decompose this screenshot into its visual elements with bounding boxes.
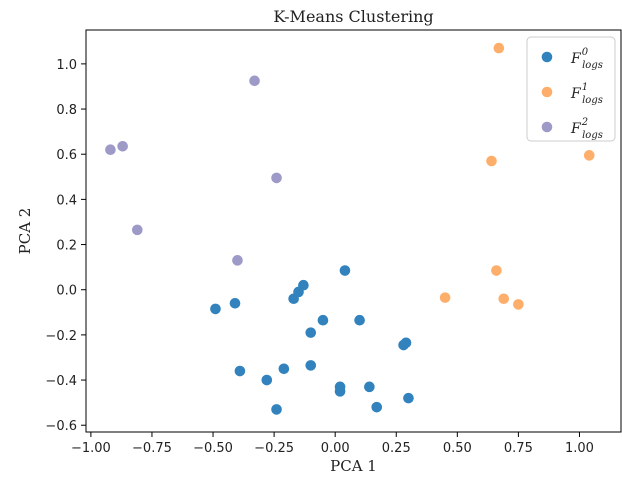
y-tick-label: 0.4: [56, 193, 77, 208]
cluster-0-point: [339, 265, 351, 276]
x-tick-label: 0.00: [321, 441, 350, 456]
legend: F0 logs F1 logs F2 logs: [526, 36, 616, 142]
legend-frame: [526, 36, 616, 142]
x-tick-label: 1.00: [565, 441, 594, 456]
cluster-0-point: [210, 303, 221, 315]
cluster-1-point: [491, 265, 502, 276]
x-axis-title: PCA 1: [330, 457, 377, 475]
x-tick-label: 0.75: [504, 441, 533, 456]
y-tick-label: 0.8: [56, 103, 77, 118]
legend-label: F1 logs: [570, 82, 603, 106]
cluster-0-point: [278, 363, 290, 375]
cluster-0-point: [354, 314, 365, 326]
cluster-1-point: [583, 150, 595, 161]
cluster-2-point: [105, 144, 116, 155]
legend-marker: [541, 86, 553, 98]
cluster-0-point: [261, 374, 273, 386]
cluster-2-point: [271, 172, 282, 184]
points-layer: [105, 42, 595, 415]
legend-label: F2 logs: [570, 117, 603, 141]
x-tick-label: −0.75: [132, 441, 172, 456]
y-tick-label: 0.6: [56, 148, 77, 163]
plot-frame: [85, 29, 622, 433]
cluster-1-point: [493, 42, 505, 54]
cluster-0-point: [334, 381, 346, 393]
x-axis: −1.00 −0.75 −0.50 −0.25 0.00 0.25 0.50 0.75 1.00: [71, 432, 594, 456]
x-tick-label: −0.50: [193, 441, 233, 456]
cluster-0-point: [305, 360, 317, 371]
y-tick-label: 1.0: [56, 58, 77, 73]
cluster-0-point: [403, 392, 414, 404]
y-tick-label: −0.6: [45, 419, 77, 434]
y-tick-label: −0.2: [45, 329, 77, 344]
cluster-0-point: [400, 337, 412, 349]
y-axis-title: PCA 2: [16, 208, 34, 255]
legend-marker: [541, 121, 553, 133]
cluster-2-point: [249, 75, 260, 87]
cluster-0-point: [271, 404, 282, 415]
cluster-0-point: [305, 327, 317, 338]
cluster-1-point: [486, 155, 497, 167]
cluster-1-point: [439, 292, 451, 303]
cluster-2-point: [232, 255, 243, 266]
y-axis: −0.6 −0.4 −0.2 0.0 0.2 0.4 0.6 0.8 1.0: [45, 58, 86, 434]
cluster-0-point: [298, 279, 309, 291]
cluster-1-point: [513, 299, 524, 310]
cluster-0-point: [317, 314, 329, 326]
x-tick-label: 0.25: [382, 441, 411, 456]
legend-marker: [541, 51, 553, 63]
cluster-1-point: [498, 293, 510, 305]
x-tick-label: −1.00: [71, 441, 111, 456]
x-tick-label: −0.25: [254, 441, 294, 456]
cluster-0-point: [229, 297, 241, 309]
cluster-0-point: [234, 365, 246, 377]
cluster-0-point: [371, 401, 383, 413]
y-tick-label: 0.0: [56, 284, 77, 299]
x-tick-label: 0.50: [443, 441, 472, 456]
chart-title: K-Means Clustering: [273, 7, 433, 26]
cluster-0-point: [364, 381, 375, 393]
cluster-2-point: [117, 141, 128, 152]
cluster-2-point: [132, 224, 143, 236]
legend-label: F0 logs: [570, 47, 603, 71]
y-tick-label: −0.4: [45, 374, 77, 389]
y-tick-label: 0.2: [56, 239, 77, 254]
